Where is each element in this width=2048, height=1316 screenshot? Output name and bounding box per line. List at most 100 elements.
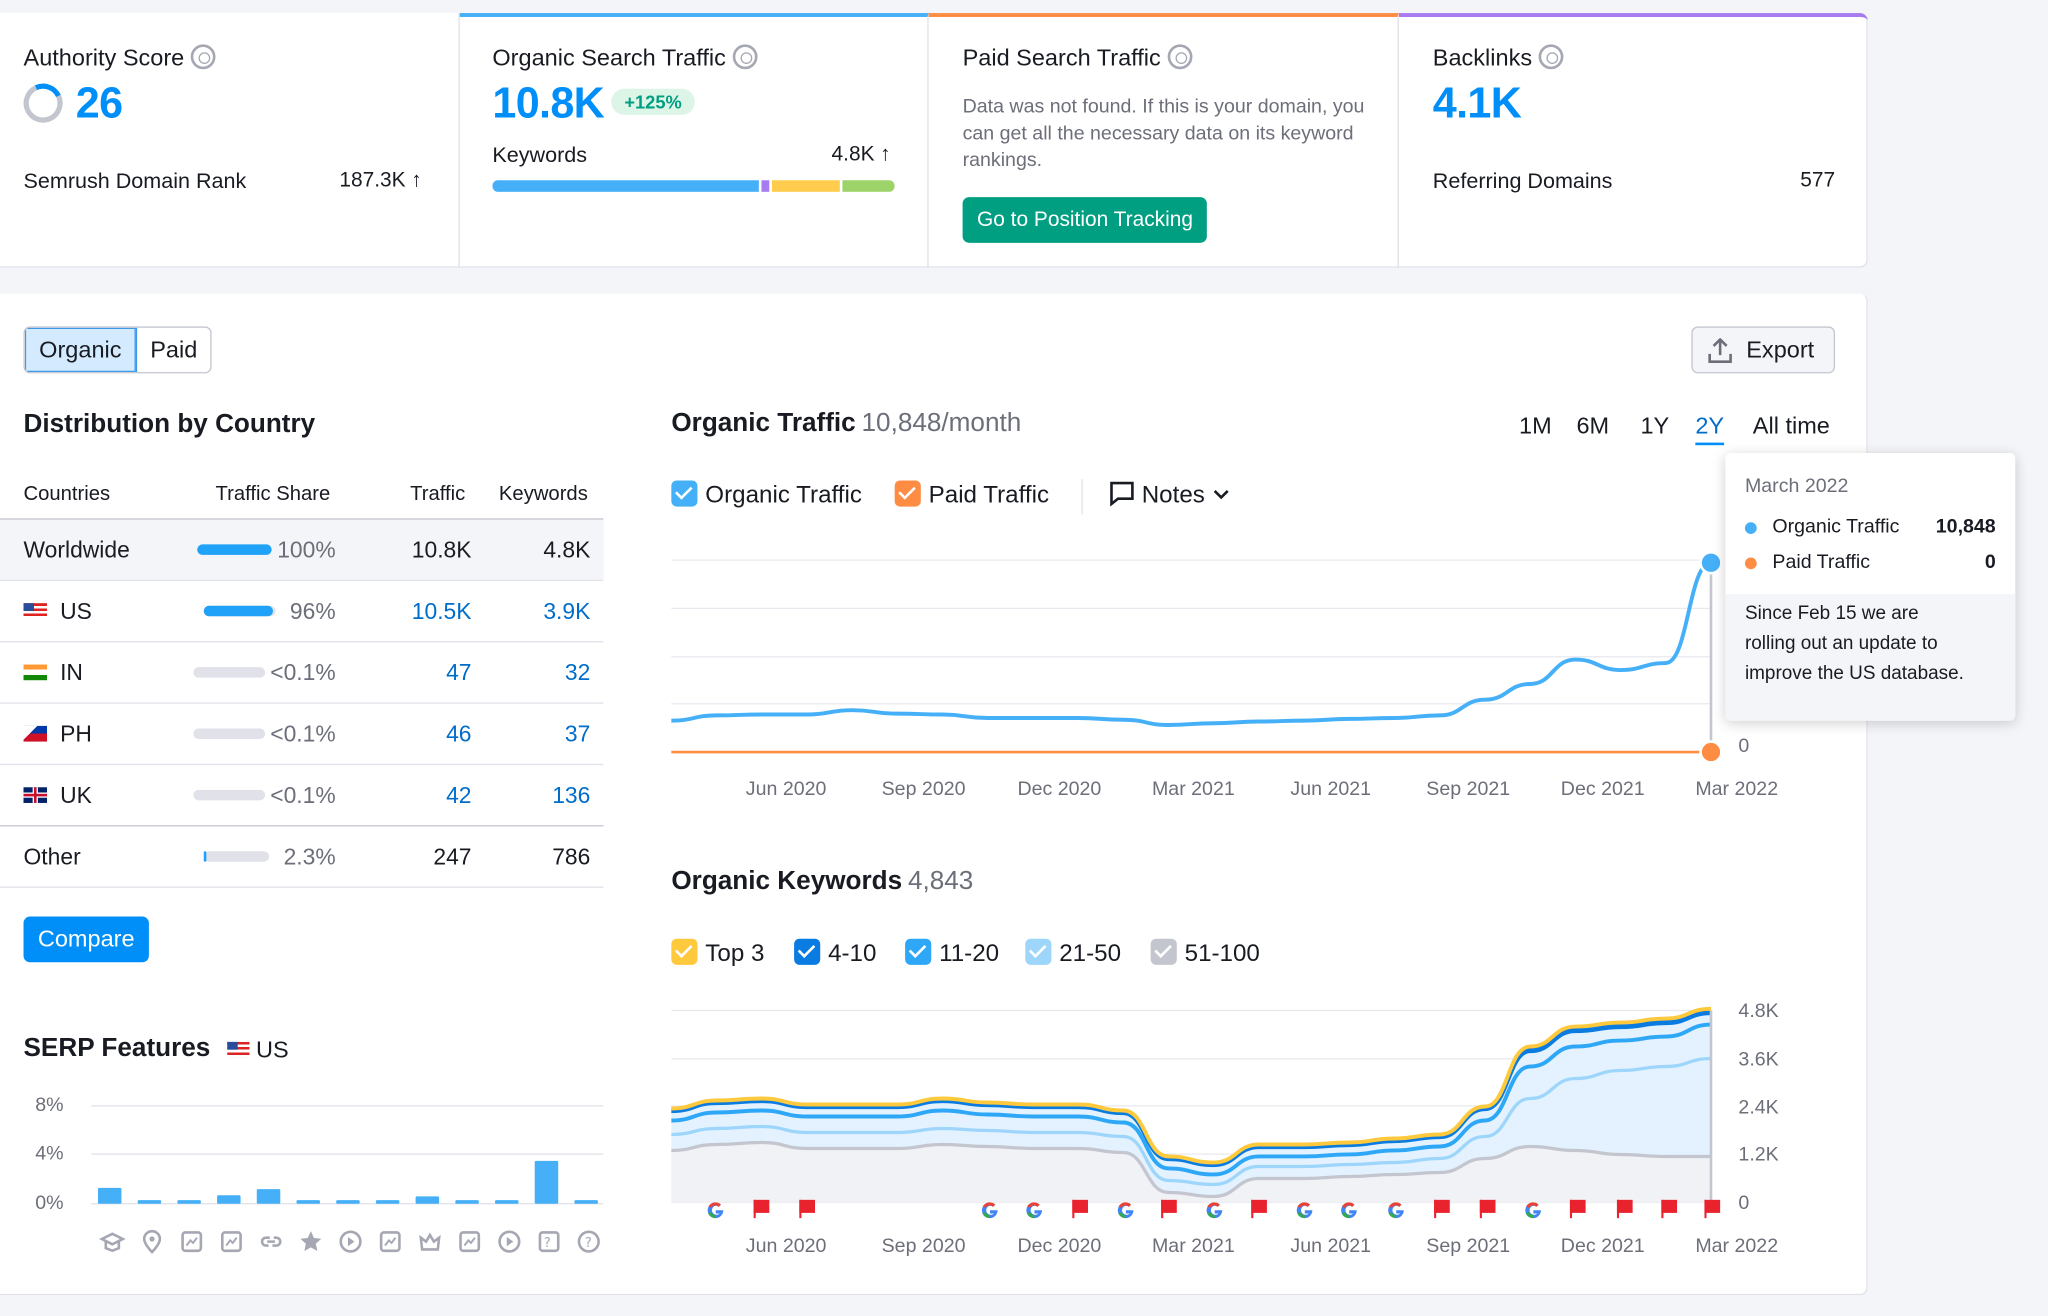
- domain-rank-value[interactable]: 187.3K ↑: [339, 169, 422, 192]
- checkbox-icon[interactable]: [1150, 938, 1177, 965]
- note-flag-icon[interactable]: [1251, 1199, 1267, 1219]
- checkbox-icon[interactable]: [905, 938, 932, 965]
- serp-bar[interactable]: [217, 1195, 241, 1204]
- range-6m[interactable]: 6M: [1576, 412, 1610, 439]
- serp-bar[interactable]: [455, 1200, 479, 1204]
- google-update-icon[interactable]: [1026, 1202, 1043, 1219]
- paid-traffic-legend[interactable]: Paid Traffic: [894, 480, 1049, 509]
- keywords-series-line[interactable]: [671, 1009, 1712, 1168]
- video-icon[interactable]: [339, 1230, 362, 1253]
- keyword-legend-item[interactable]: 21-50: [1025, 938, 1121, 968]
- serp-bar[interactable]: [177, 1200, 201, 1204]
- serp-bar[interactable]: [137, 1200, 162, 1204]
- keyword-legend-item[interactable]: 4-10: [794, 938, 876, 968]
- note-flag-icon[interactable]: [799, 1199, 816, 1219]
- organic-traffic-line[interactable]: [671, 560, 1712, 727]
- note-flag-icon[interactable]: [1479, 1199, 1496, 1219]
- google-update-icon[interactable]: [1388, 1202, 1404, 1219]
- note-flag-icon[interactable]: [1072, 1199, 1088, 1219]
- position-tracking-button[interactable]: Go to Position Tracking: [962, 197, 1208, 243]
- keywords-value[interactable]: 136: [552, 782, 591, 809]
- paid-point[interactable]: [1699, 740, 1723, 764]
- google-update-icon[interactable]: [1525, 1202, 1541, 1219]
- organic-point[interactable]: [1699, 551, 1723, 575]
- serp-bar[interactable]: [375, 1200, 400, 1204]
- serp-bar[interactable]: [574, 1200, 598, 1204]
- country-row[interactable]: Other 2.3% 247 786: [0, 825, 604, 886]
- referring-domains-value[interactable]: 577: [1800, 169, 1836, 192]
- star-icon[interactable]: [300, 1231, 322, 1252]
- traffic-value[interactable]: 42: [446, 782, 472, 809]
- keywords-series-line[interactable]: [671, 1006, 1712, 1165]
- serp-bar[interactable]: [256, 1189, 281, 1204]
- notes-dropdown[interactable]: Notes: [1109, 480, 1230, 509]
- traffic-value[interactable]: 46: [446, 720, 472, 747]
- keyword-legend-item[interactable]: Top 3: [671, 938, 764, 968]
- faq-icon[interactable]: ?: [538, 1231, 560, 1253]
- note-flag-icon[interactable]: [1569, 1199, 1586, 1219]
- location-pin-icon[interactable]: [142, 1229, 162, 1254]
- keyword-legend-item[interactable]: 11-20: [905, 938, 999, 968]
- info-icon[interactable]: [190, 44, 216, 70]
- keywords-series-line[interactable]: [671, 1056, 1711, 1187]
- note-flag-icon[interactable]: [753, 1199, 770, 1219]
- organic-toggle[interactable]: Organic: [24, 327, 138, 373]
- organic-traffic-card[interactable]: Organic Search Traffic 10.8K +125% Keywo…: [459, 13, 929, 268]
- info-icon[interactable]: [732, 44, 758, 70]
- keywords-value[interactable]: 3.9K: [543, 597, 591, 625]
- info-icon[interactable]: [1538, 44, 1564, 70]
- range-1m[interactable]: 1M: [1518, 412, 1552, 439]
- serp-bar[interactable]: [495, 1200, 519, 1204]
- traffic-value[interactable]: 10.5K: [411, 597, 472, 625]
- note-flag-icon[interactable]: [1704, 1199, 1721, 1219]
- serp-bar[interactable]: [534, 1160, 559, 1204]
- note-flag-icon[interactable]: [1434, 1199, 1450, 1219]
- range-2y[interactable]: 2Y: [1695, 413, 1725, 446]
- compare-button[interactable]: Compare: [23, 916, 149, 963]
- checkbox-icon[interactable]: [794, 938, 821, 965]
- range-1y[interactable]: 1Y: [1640, 412, 1670, 439]
- country-row[interactable]: PH <0.1% 46 37: [0, 702, 604, 763]
- keywords-series-line[interactable]: [671, 1140, 1711, 1199]
- paid-toggle[interactable]: Paid: [150, 336, 198, 363]
- note-flag-icon[interactable]: [1161, 1199, 1177, 1219]
- note-flag-icon[interactable]: [1616, 1199, 1633, 1219]
- export-button[interactable]: Export: [1691, 326, 1836, 374]
- keywords-value[interactable]: 32: [564, 659, 591, 686]
- range-all-time[interactable]: All time: [1752, 412, 1830, 439]
- google-update-icon[interactable]: [981, 1202, 998, 1219]
- video-carousel-icon[interactable]: [379, 1231, 401, 1253]
- checkbox-icon[interactable]: [1025, 938, 1052, 965]
- question-icon[interactable]: ?: [577, 1230, 600, 1253]
- serp-bar[interactable]: [336, 1200, 360, 1204]
- serp-bar[interactable]: [97, 1187, 122, 1204]
- google-update-icon[interactable]: [1341, 1202, 1357, 1219]
- country-row[interactable]: US 96% 10.5K 3.9K: [0, 579, 604, 641]
- note-flag-icon[interactable]: [1661, 1199, 1678, 1219]
- checkbox-icon[interactable]: [671, 938, 698, 965]
- checkbox-icon[interactable]: [894, 480, 921, 507]
- info-icon[interactable]: [1167, 44, 1193, 70]
- country-row[interactable]: UK <0.1% 42 136: [0, 763, 604, 825]
- keywords-value[interactable]: 4.8K ↑: [831, 143, 891, 166]
- image-icon[interactable]: [459, 1231, 481, 1253]
- keywords-value[interactable]: 37: [564, 720, 591, 747]
- serp-bar[interactable]: [415, 1196, 440, 1204]
- google-update-icon[interactable]: [1117, 1202, 1134, 1219]
- crown-icon[interactable]: [419, 1232, 441, 1251]
- google-update-icon[interactable]: [1206, 1202, 1223, 1219]
- country-row[interactable]: Worldwide 100% 10.8K 4.8K: [0, 518, 604, 580]
- keywords-series-line[interactable]: [671, 1022, 1712, 1177]
- serp-bar[interactable]: [296, 1200, 320, 1204]
- country-row[interactable]: IN <0.1% 47 32: [0, 641, 604, 702]
- traffic-value[interactable]: 47: [446, 659, 472, 686]
- graduation-cap-icon[interactable]: [98, 1232, 126, 1253]
- organic-traffic-legend[interactable]: Organic Traffic: [671, 480, 862, 509]
- play-icon[interactable]: [498, 1230, 521, 1253]
- backlinks-card[interactable]: Backlinks 4.1K Referring Domains 577: [1398, 13, 1868, 268]
- checkbox-icon[interactable]: [671, 480, 698, 507]
- google-update-icon[interactable]: [1296, 1202, 1313, 1219]
- keyword-legend-item[interactable]: 51-100: [1150, 938, 1260, 968]
- link-icon[interactable]: [260, 1236, 282, 1247]
- google-update-icon[interactable]: [707, 1202, 724, 1219]
